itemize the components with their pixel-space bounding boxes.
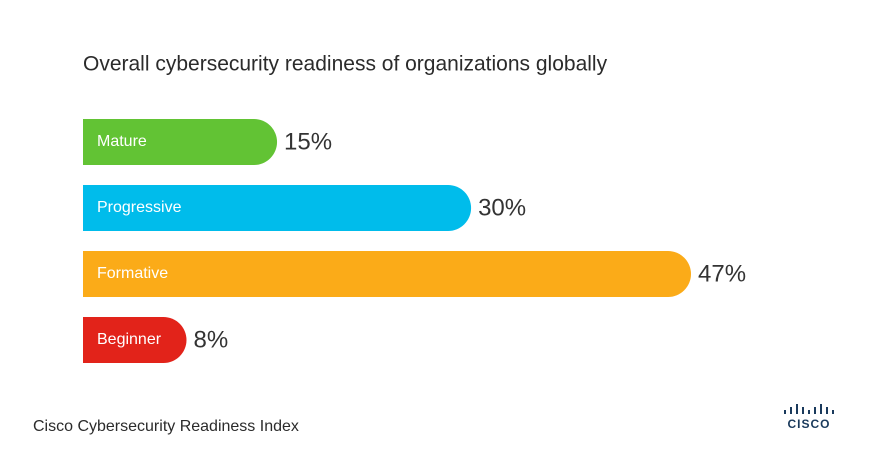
- logo: CISCO: [787, 417, 830, 431]
- bar: [83, 251, 691, 297]
- value-label: 30%: [478, 194, 526, 221]
- chart-title: Overall cybersecurity readiness of organ…: [83, 53, 608, 76]
- category-label: Mature: [97, 133, 147, 150]
- logo-bars: [784, 404, 834, 414]
- category-label: Formative: [97, 265, 168, 282]
- category-label: Progressive: [97, 199, 182, 216]
- value-label: 47%: [698, 260, 746, 287]
- bar: [83, 317, 187, 363]
- value-label: 15%: [284, 128, 332, 155]
- bar: [83, 185, 472, 231]
- bar: [83, 119, 278, 165]
- value-label: 8%: [193, 326, 228, 353]
- source: Cisco Cybersecurity Readiness Index: [33, 418, 299, 435]
- category-label: Beginner: [97, 331, 162, 348]
